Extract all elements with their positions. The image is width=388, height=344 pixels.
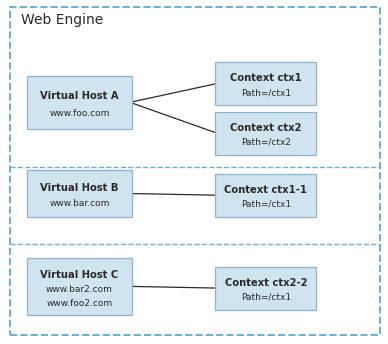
Text: Web Engine: Web Engine bbox=[21, 13, 104, 27]
Text: www.foo2.com: www.foo2.com bbox=[47, 299, 113, 308]
FancyBboxPatch shape bbox=[27, 170, 132, 217]
Text: Path=/ctx1: Path=/ctx1 bbox=[241, 88, 291, 97]
Text: Path=/ctx1: Path=/ctx1 bbox=[241, 200, 291, 209]
FancyBboxPatch shape bbox=[215, 112, 316, 155]
Text: Virtual Host B: Virtual Host B bbox=[40, 183, 119, 193]
Text: Path=/ctx1: Path=/ctx1 bbox=[241, 293, 291, 302]
Text: www.bar2.com: www.bar2.com bbox=[46, 285, 113, 294]
Text: Context ctx2-2: Context ctx2-2 bbox=[225, 278, 307, 288]
Text: Path=/ctx2: Path=/ctx2 bbox=[241, 138, 291, 147]
FancyBboxPatch shape bbox=[27, 76, 132, 129]
Text: Context ctx1: Context ctx1 bbox=[230, 73, 301, 83]
Text: Context ctx1-1: Context ctx1-1 bbox=[224, 185, 307, 195]
FancyBboxPatch shape bbox=[215, 174, 316, 217]
FancyBboxPatch shape bbox=[10, 7, 380, 335]
FancyBboxPatch shape bbox=[215, 267, 316, 310]
FancyBboxPatch shape bbox=[27, 258, 132, 315]
Text: Virtual Host C: Virtual Host C bbox=[40, 270, 119, 280]
Text: Virtual Host A: Virtual Host A bbox=[40, 91, 119, 101]
Text: www.foo.com: www.foo.com bbox=[49, 109, 110, 118]
Text: Context ctx2: Context ctx2 bbox=[230, 123, 301, 133]
Text: www.bar.com: www.bar.com bbox=[49, 199, 110, 208]
FancyBboxPatch shape bbox=[215, 62, 316, 105]
